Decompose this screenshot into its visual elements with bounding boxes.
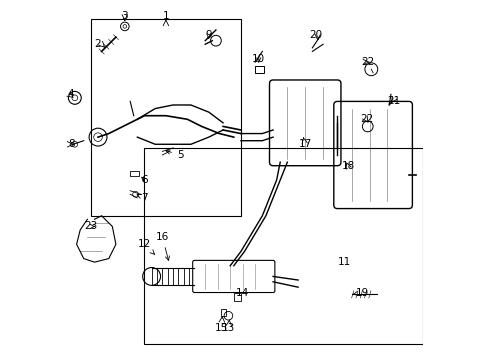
Bar bbox=[255, 66, 264, 73]
Text: 12: 12 bbox=[138, 239, 154, 254]
Text: 14: 14 bbox=[236, 288, 249, 297]
Text: 7: 7 bbox=[137, 193, 147, 203]
Text: 15: 15 bbox=[214, 323, 227, 333]
Text: 9: 9 bbox=[205, 30, 212, 40]
Text: 4: 4 bbox=[68, 89, 74, 99]
Text: 8: 8 bbox=[68, 139, 74, 149]
Text: 19: 19 bbox=[352, 288, 368, 297]
Text: 13: 13 bbox=[222, 323, 235, 333]
Text: 3: 3 bbox=[122, 11, 128, 21]
Text: 21: 21 bbox=[386, 96, 399, 107]
Text: 16: 16 bbox=[155, 232, 169, 260]
Text: 22: 22 bbox=[360, 57, 374, 67]
Text: 18: 18 bbox=[341, 161, 354, 171]
Text: 11: 11 bbox=[337, 257, 350, 267]
Bar bbox=[130, 171, 139, 176]
Bar bbox=[233, 293, 241, 301]
Text: 10: 10 bbox=[252, 54, 265, 64]
Bar bbox=[221, 309, 225, 316]
Text: 1: 1 bbox=[163, 11, 169, 21]
Bar bbox=[144, 148, 422, 344]
Text: 23: 23 bbox=[84, 221, 97, 231]
Text: 5: 5 bbox=[165, 150, 183, 160]
Text: 20: 20 bbox=[309, 30, 322, 40]
Text: 22: 22 bbox=[360, 114, 373, 124]
Text: 6: 6 bbox=[141, 175, 147, 185]
Bar bbox=[91, 19, 241, 216]
Text: 17: 17 bbox=[298, 139, 311, 149]
Text: 2: 2 bbox=[95, 39, 101, 49]
